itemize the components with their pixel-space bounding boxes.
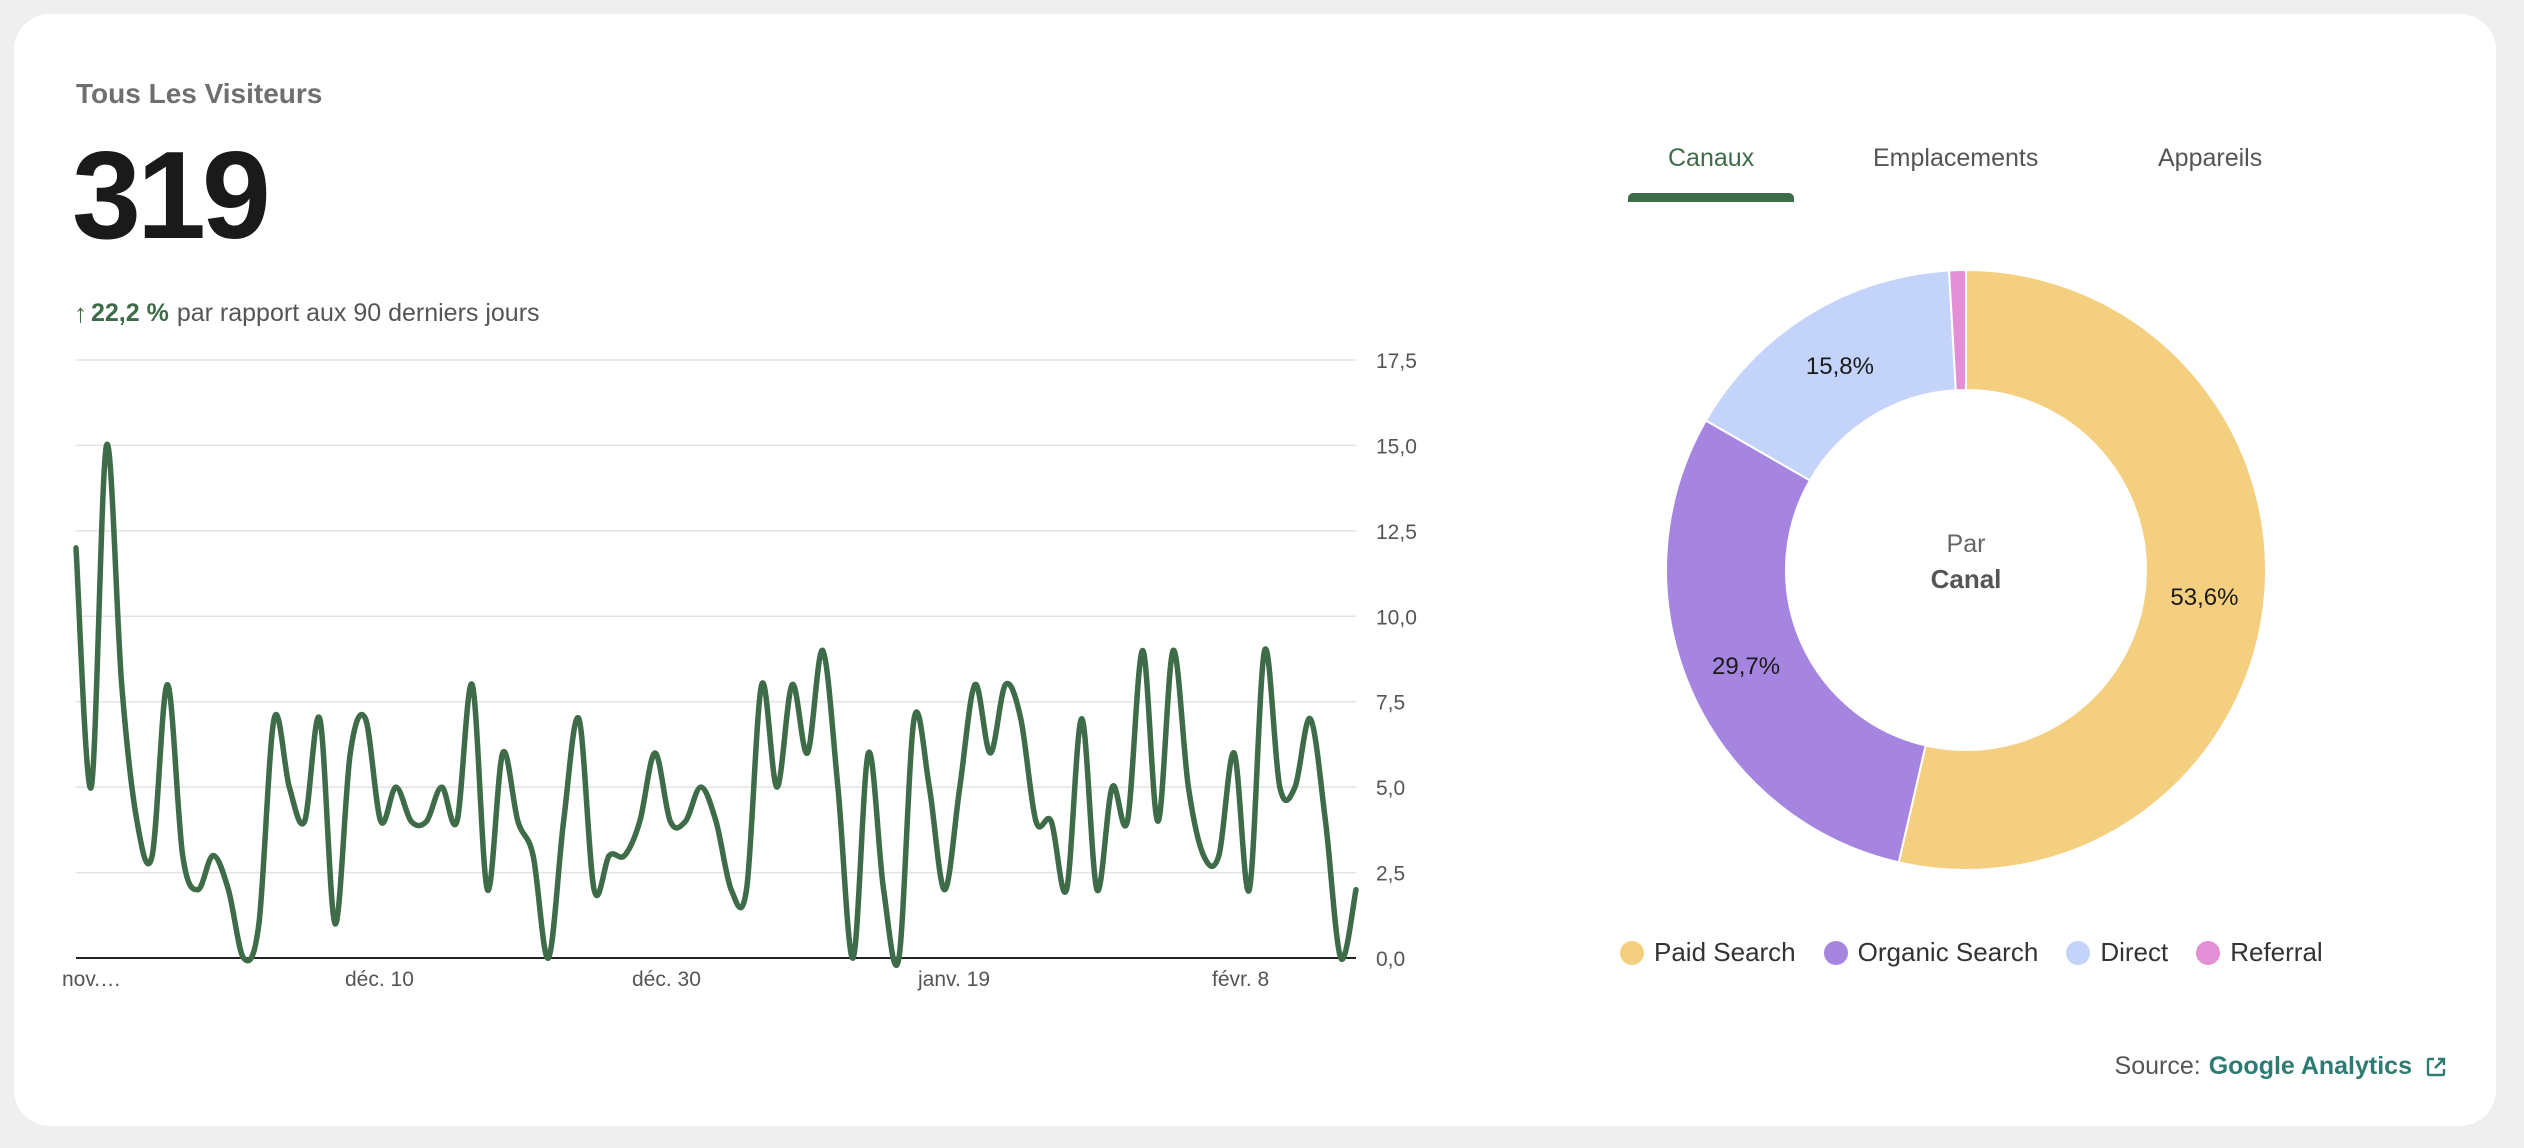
visitors-card: Tous Les Visiteurs 319 ↑ 22,2 % par rapp… — [14, 14, 2496, 1126]
legend-item-paid-search[interactable]: Paid Search — [1620, 937, 1796, 968]
visitors-line-chart: 0,0 2,5 5,0 7,5 10,0 12,5 15,0 17,5 nov.… déc. 10… — [62, 350, 1417, 991]
change-description: par rapport aux 90 derniers jours — [176, 299, 540, 327]
slice-percent-label: 29,7% — [1712, 653, 1780, 680]
legend-label: Organic Search — [1857, 937, 2039, 967]
y-tick-label: 2,5 — [1376, 863, 1405, 886]
legend-label: Referral — [2230, 937, 2323, 967]
y-tick-label: 12,5 — [1376, 521, 1417, 544]
legend-label: Direct — [2100, 937, 2169, 967]
arrow-up-icon: ↑ — [74, 298, 87, 328]
x-tick-label: janv. 19 — [917, 968, 990, 991]
x-tick-label: déc. 10 — [345, 968, 414, 991]
visitors-series-line — [73, 441, 1359, 968]
legend-dot — [1823, 940, 1848, 965]
legend-item-organic-search[interactable]: Organic Search — [1823, 937, 2039, 968]
external-link-icon[interactable] — [2424, 1055, 2448, 1079]
legend-dot — [2196, 940, 2221, 965]
source-attribution: Source: Google Analytics — [2115, 1052, 2448, 1081]
change-row: ↑ 22,2 % par rapport aux 90 derniers jou… — [74, 298, 540, 329]
channel-donut-chart: 53,6% 29,7% 15,8% Par Canal — [1665, 268, 2267, 871]
donut-slice-direct[interactable] — [1704, 269, 1957, 482]
donut-legend: Paid Search Organic Search Direct Referr… — [1620, 937, 2351, 968]
slice-percent-label: 15,8% — [1806, 353, 1874, 380]
donut-slice-organic-search[interactable] — [1665, 419, 1927, 864]
tab-emplacements[interactable]: Emplacements — [1873, 144, 2039, 172]
x-tick-label: déc. 30 — [632, 968, 701, 991]
legend-dot — [1620, 940, 1644, 965]
active-tab-indicator — [1628, 193, 1794, 202]
card-title: Tous Les Visiteurs — [76, 78, 323, 109]
y-tick-label: 17,5 — [1376, 350, 1417, 373]
donut-slice-paid-search[interactable] — [1897, 268, 2267, 871]
google-analytics-link[interactable]: Google Analytics — [2208, 1052, 2412, 1080]
source-label: Source: — [2114, 1052, 2201, 1080]
donut-center-top: Par — [1947, 530, 1986, 558]
tab-canaux[interactable]: Canaux — [1668, 144, 1755, 172]
legend-dot — [2066, 940, 2091, 965]
donut-slice-referral[interactable] — [1947, 268, 1967, 392]
change-value: 22,2 % — [91, 299, 169, 327]
y-tick-label: 15,0 — [1376, 435, 1417, 458]
total-visitors: 319 — [72, 127, 271, 265]
y-tick-label: 10,0 — [1376, 606, 1417, 629]
y-tick-label: 0,0 — [1376, 948, 1405, 971]
y-tick-label: 7,5 — [1376, 692, 1405, 715]
donut-center-bottom: Canal — [1931, 564, 2002, 594]
tab-appareils[interactable]: Appareils — [2158, 144, 2263, 172]
y-tick-label: 5,0 — [1376, 777, 1405, 800]
legend-label: Paid Search — [1654, 937, 1796, 967]
x-tick-label: nov.… — [62, 968, 121, 991]
legend-item-referral[interactable]: Referral — [2196, 937, 2323, 968]
x-tick-label: févr. 8 — [1212, 968, 1269, 991]
legend-item-direct[interactable]: Direct — [2066, 937, 2168, 968]
slice-percent-label: 53,6% — [2170, 584, 2238, 611]
